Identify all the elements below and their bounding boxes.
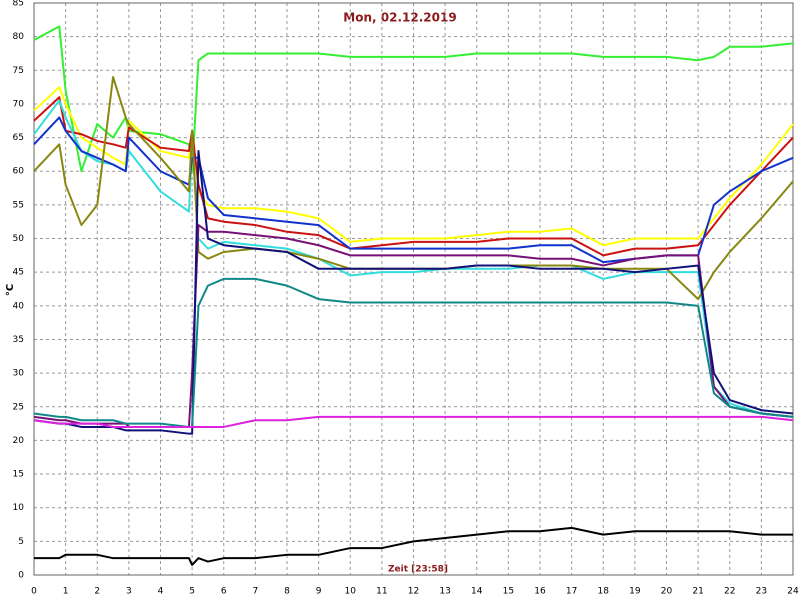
x-tick-label: 11	[376, 587, 387, 597]
series-line	[33, 96, 794, 257]
x-tick-label: 9	[316, 587, 322, 597]
x-tick-label: 1	[63, 587, 69, 597]
series-line	[33, 25, 794, 173]
y-tick-label: 55	[13, 200, 24, 210]
series-line	[33, 415, 794, 428]
x-tick-label: 14	[471, 587, 483, 597]
x-tick-label: 7	[253, 587, 259, 597]
plot-frame	[33, 2, 794, 576]
series-line	[34, 526, 793, 566]
x-tick-label: 3	[126, 587, 132, 597]
series-line	[33, 150, 794, 435]
x-tick-label: 4	[158, 587, 164, 597]
x-tick-label: 10	[345, 587, 357, 597]
y-tick-label: 75	[13, 66, 24, 76]
x-tick-label: 2	[94, 587, 100, 597]
y-tick-label: 30	[13, 369, 25, 379]
y-tick-label: 45	[13, 268, 24, 278]
x-tick-label: 16	[534, 587, 546, 597]
y-axis-label: °C	[5, 284, 16, 296]
x-tick-label: 22	[724, 587, 735, 597]
x-tick-label: 15	[503, 587, 514, 597]
x-axis-label: Zeit [23:58]	[388, 565, 448, 575]
y-tick-label: 20	[13, 436, 25, 446]
x-tick-label: 19	[629, 587, 641, 597]
series-line	[33, 277, 794, 428]
y-tick-label: 0	[18, 571, 24, 581]
y-tick-label: 50	[13, 234, 25, 244]
series-line	[33, 224, 794, 428]
y-tick-label: 15	[13, 470, 24, 480]
x-tick-label: 23	[756, 587, 767, 597]
x-tick-label: 18	[598, 587, 610, 597]
x-tick-label: 17	[566, 587, 577, 597]
y-tick-label: 35	[13, 335, 24, 345]
x-tick-label: 5	[189, 587, 195, 597]
y-tick-label: 10	[13, 503, 25, 513]
x-tick-label: 13	[439, 587, 450, 597]
y-tick-label: 70	[13, 99, 25, 109]
y-tick-label: 85	[13, 0, 24, 9]
x-tick-label: 0	[31, 587, 37, 597]
y-tick-label: 40	[13, 301, 25, 311]
y-tick-label: 65	[13, 133, 24, 143]
series-line	[33, 76, 794, 301]
y-tick-label: 60	[13, 167, 25, 177]
x-tick-label: 24	[787, 587, 799, 597]
x-tick-label: 8	[284, 587, 290, 597]
y-tick-label: 80	[13, 32, 25, 42]
x-tick-label: 12	[408, 587, 419, 597]
y-tick-label: 25	[13, 402, 24, 412]
x-tick-label: 21	[692, 587, 703, 597]
x-tick-label: 20	[661, 587, 673, 597]
x-tick-label: 6	[221, 587, 227, 597]
y-tick-label: 5	[18, 537, 24, 547]
series-line	[33, 86, 794, 247]
chart-title: Mon, 02.12.2019	[343, 11, 456, 25]
